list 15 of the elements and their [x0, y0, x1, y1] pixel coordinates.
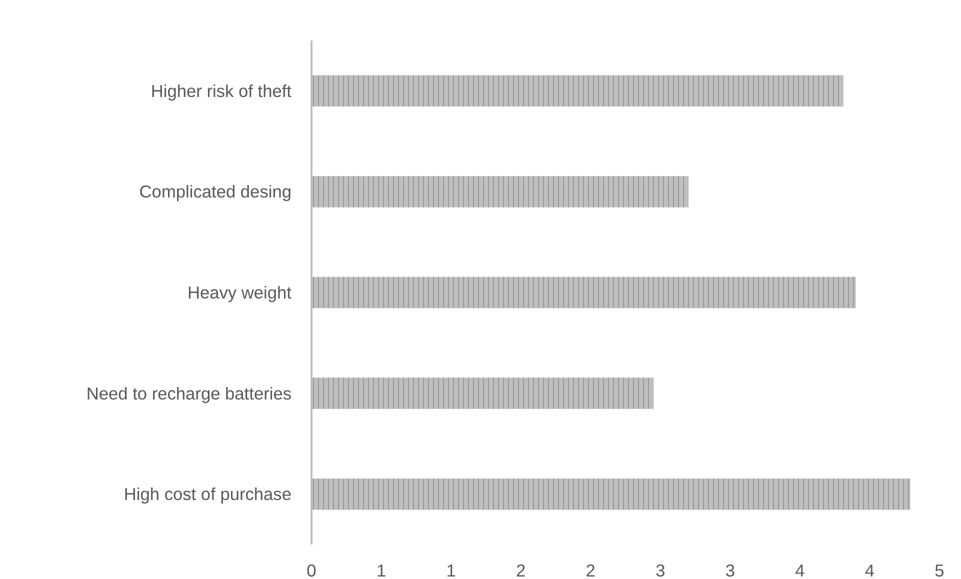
y-tick-label: Need to recharge batteries: [86, 383, 292, 404]
y-tick-label: Higher risk of theft: [150, 80, 292, 101]
x-tick-label: 2: [516, 560, 526, 579]
x-tick-label: 2: [586, 560, 596, 579]
y-tick-label: High cost of purchase: [124, 484, 292, 504]
y-tick-label: Complicated desing: [139, 182, 292, 202]
x-tick-label: 4: [864, 560, 875, 579]
x-tick-label: 3: [725, 560, 735, 579]
x-tick-label: 5: [934, 560, 944, 579]
x-tick-label: 4: [795, 560, 806, 579]
x-tick-label: 3: [656, 560, 666, 579]
y-tick-label: Heavy weight: [187, 282, 292, 302]
x-tick-label: 1: [446, 560, 456, 579]
x-tick-label: 0: [306, 560, 316, 579]
x-tick-label: 1: [376, 560, 386, 579]
